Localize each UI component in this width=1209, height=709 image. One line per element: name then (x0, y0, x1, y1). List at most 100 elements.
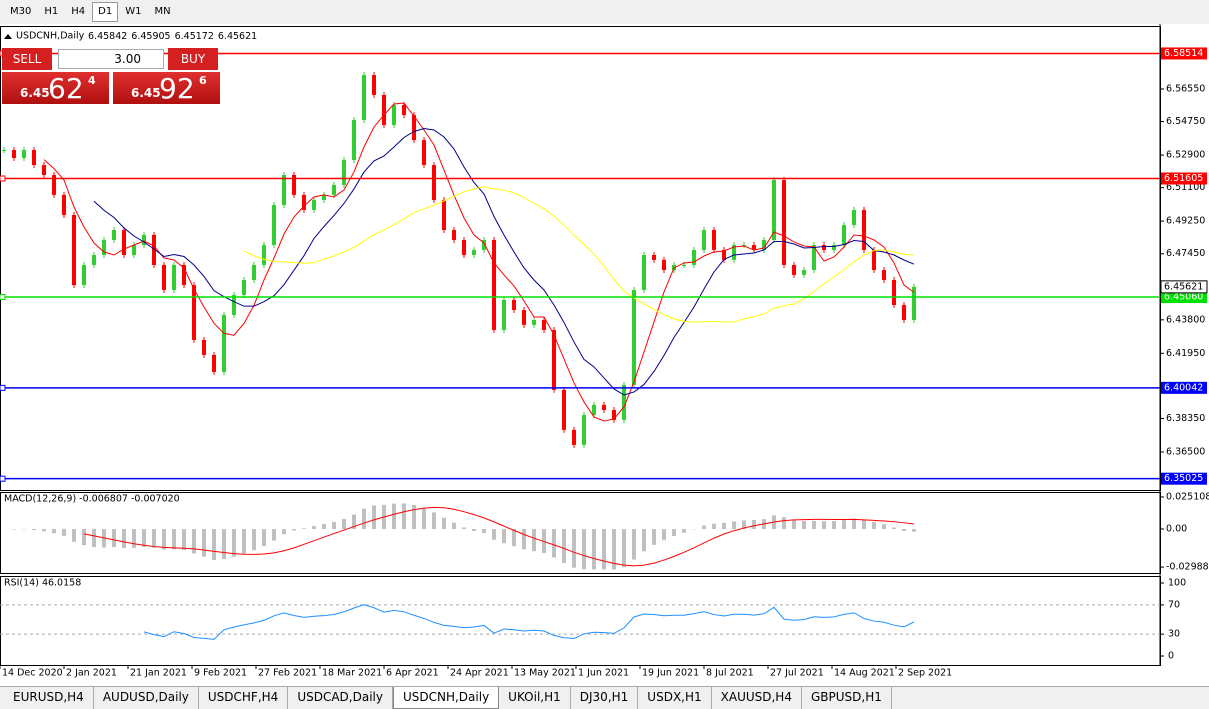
candle-body (442, 199, 446, 231)
macd-bar (482, 528, 486, 534)
candle-body (652, 255, 656, 260)
macd-bar (562, 528, 566, 563)
macd-bar (412, 505, 416, 529)
candle-body (892, 279, 896, 305)
chart-tab[interactable]: USDCNH,Daily (392, 687, 500, 709)
candle-body (412, 115, 416, 141)
x-tick-label: 24 Apr 2021 (450, 668, 509, 679)
macd-bar (182, 528, 186, 551)
candle-body (572, 429, 576, 445)
y-tick-label: 6.51100 (1166, 182, 1205, 193)
candle-body (52, 174, 56, 195)
candle-body (812, 245, 816, 271)
macd-bar (322, 524, 326, 529)
timeframe-button[interactable]: MN (154, 6, 171, 17)
moving-average (93, 127, 915, 396)
macd-bar (632, 528, 636, 560)
candle-body (542, 320, 546, 330)
macd-bar (312, 526, 316, 529)
chart: 6.56550 6.54750 6.52900 6.51100 6.49250 6.474… (0, 24, 1209, 686)
macd-bar (392, 503, 396, 529)
chart-tab[interactable]: DJ30,H1 (571, 687, 639, 709)
timeframe-toolbar: M30 H1 H4 D1 W1 MN (0, 0, 181, 24)
chart-tab[interactable]: UKOil,H1 (499, 687, 571, 709)
x-tick-label: 6 Apr 2021 (386, 668, 439, 679)
y-tick-label: 0 (1168, 651, 1174, 662)
y-tick-label: 6.52900 (1166, 150, 1205, 161)
x-tick-label: 13 May 2021 (514, 668, 576, 679)
candle-body (912, 286, 916, 321)
candle-body (242, 279, 246, 296)
chart-tab[interactable]: AUDUSD,Daily (94, 687, 199, 709)
candle-body (482, 239, 486, 250)
candle-body (832, 245, 836, 250)
candle-body (312, 199, 316, 210)
chart-tab[interactable]: USDX,H1 (638, 687, 712, 709)
chart-tab[interactable]: XAUUSD,H4 (712, 687, 802, 709)
candle-body (162, 264, 166, 290)
timeframe-button[interactable]: W1 (125, 6, 142, 17)
candle-body (402, 104, 406, 116)
lot-input[interactable]: 3.00 (58, 49, 164, 69)
bid-price[interactable]: 6.45 62 4 (2, 72, 109, 105)
ask-price[interactable]: 6.45 92 6 (113, 72, 220, 105)
price-fraction: 6 (199, 74, 207, 87)
y-tick-label: 6.38350 (1166, 413, 1205, 424)
candle-body (202, 339, 206, 355)
candle-body (472, 249, 476, 256)
macd-bar (372, 505, 376, 529)
candle-body (92, 255, 96, 265)
macd-bar (522, 528, 526, 550)
candle-body (842, 224, 846, 246)
candle-body (262, 245, 266, 265)
macd-bar (852, 518, 856, 529)
level-handle (0, 294, 6, 301)
plot-background (0, 24, 1209, 686)
timeframe-button[interactable]: H4 (71, 6, 86, 17)
chart-tab[interactable]: EURUSD,H4 (4, 687, 94, 709)
candle-body (172, 264, 176, 290)
candle-body (372, 75, 376, 95)
macd-bar (492, 528, 496, 540)
ohlc-header: 6.45842 6.45905 6.45172 6.45621 (88, 31, 257, 42)
macd-bar (842, 520, 846, 529)
timeframe-button[interactable]: D1 (92, 2, 119, 22)
y-tick-label: 70 (1168, 599, 1180, 610)
macd-bar (252, 528, 256, 551)
candle-body (82, 264, 86, 286)
macd-bar (582, 528, 586, 570)
macd-bar (92, 528, 96, 548)
x-tick-label: 9 Feb 2021 (194, 668, 247, 679)
macd-bar (152, 528, 156, 548)
level-label-box (1161, 47, 1207, 60)
macd-bar (112, 528, 116, 548)
moving-average (243, 186, 915, 323)
macd-bar (752, 519, 756, 529)
buy-button[interactable]: BUY (168, 48, 218, 70)
chart-tab[interactable]: USDCAD,Daily (288, 687, 393, 709)
candle-body (852, 209, 856, 225)
timeframe-button[interactable]: M30 (10, 6, 32, 17)
candle-body (552, 329, 556, 390)
timeframe-button[interactable]: H1 (44, 6, 59, 17)
candle-body (692, 249, 696, 265)
chart-tab[interactable]: USDCHF,H4 (199, 687, 289, 709)
macd-bar (912, 528, 916, 532)
level-label: 6.58514 (1164, 48, 1203, 59)
candle-body (732, 245, 736, 260)
chart-tab[interactable]: GBPUSD,H1 (802, 687, 892, 709)
macd-bar (52, 528, 56, 534)
candle-body (582, 415, 586, 445)
macd-bar (472, 528, 476, 531)
y-tick-label: -0.029881 (1166, 562, 1209, 573)
level-label-box (1161, 172, 1207, 185)
x-tick-label: 19 Jun 2021 (642, 668, 699, 679)
candle-body (322, 194, 326, 200)
macd-bar (32, 528, 36, 531)
ohlc-value: 6.45842 (88, 31, 127, 42)
price-pips: 92 (159, 72, 195, 105)
candle-body (232, 295, 236, 315)
candle-body (822, 245, 826, 250)
sell-button[interactable]: SELL (2, 48, 52, 70)
